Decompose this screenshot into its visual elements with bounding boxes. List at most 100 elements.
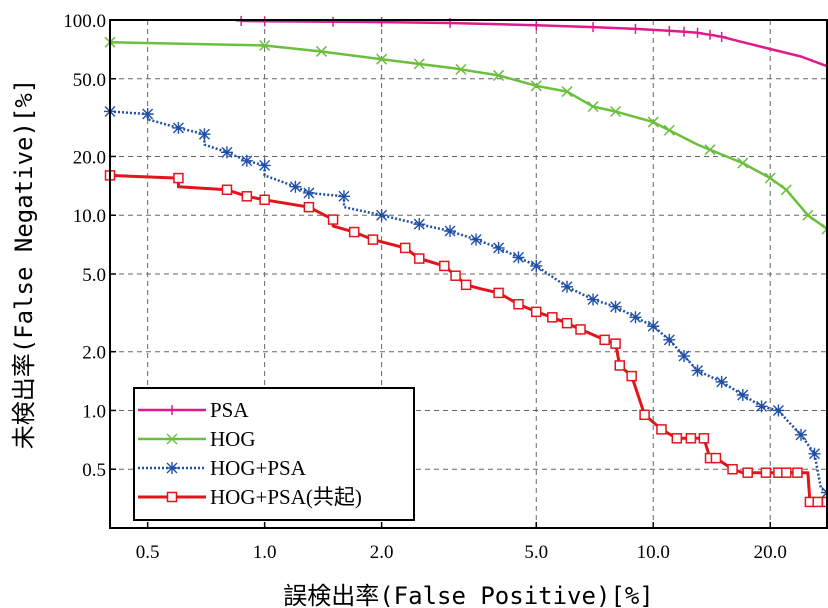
- y-tick-label: 100.0: [63, 11, 106, 32]
- series-1-point: [704, 144, 716, 156]
- series-1-point: [493, 69, 505, 81]
- series-3-point: [450, 270, 461, 281]
- series-3-point: [812, 496, 823, 508]
- series-1-point: [455, 63, 467, 75]
- series-3-point: [327, 214, 339, 225]
- legend-marker-2: [166, 462, 178, 474]
- series-3-point: [460, 279, 472, 291]
- series-2-point: [375, 209, 388, 222]
- y-tick-label: 2.0: [82, 343, 106, 364]
- x-axis-title: 誤検出率(False Positive)[%]: [283, 582, 654, 608]
- series-2-point: [808, 447, 821, 460]
- legend-label: HOG+PSA: [210, 456, 307, 480]
- legend-marker-3: [166, 491, 178, 503]
- y-tick-label: 0.5: [82, 460, 106, 481]
- legend-label: HOG+PSA(共起): [210, 485, 362, 509]
- series-2-point: [240, 154, 253, 167]
- series-2-point: [302, 186, 315, 199]
- series-1-point: [737, 157, 749, 169]
- series-3: [104, 170, 828, 508]
- series-3-point: [742, 467, 753, 478]
- series-3-point: [710, 452, 722, 464]
- series-3-point: [493, 287, 504, 299]
- x-tick-label: 0.5: [136, 542, 160, 563]
- series-layer: [104, 15, 828, 508]
- legend-label: HOG: [210, 427, 256, 451]
- series-0-point: [692, 27, 703, 38]
- series-2-point: [492, 241, 505, 254]
- series-2-point: [337, 190, 350, 203]
- series-3-point: [399, 242, 411, 254]
- series-3-point: [221, 184, 233, 196]
- series-1-point: [780, 184, 792, 196]
- x-tick-label: 5.0: [524, 542, 548, 563]
- series-1-point: [530, 80, 542, 92]
- series-2-point: [220, 146, 233, 159]
- series-3-point: [685, 433, 697, 444]
- series-3-point: [727, 463, 738, 475]
- series-3-point: [259, 194, 270, 206]
- series-3-point: [561, 317, 573, 329]
- series-2-point: [715, 375, 728, 388]
- series-2-point: [794, 428, 807, 441]
- series-0-point: [705, 29, 716, 40]
- series-3-point: [599, 334, 610, 346]
- y-tick-label: 20.0: [73, 147, 106, 168]
- series-2-point: [663, 333, 676, 346]
- series-3-point: [792, 467, 803, 478]
- series-3-point: [698, 433, 710, 444]
- series-3-point: [781, 467, 792, 478]
- series-3-point: [610, 338, 621, 349]
- series-2-point: [289, 180, 302, 193]
- series-2-point: [444, 225, 457, 238]
- y-axis-title: 未検出率(False Negative)[%]: [10, 79, 38, 450]
- series-2-point: [530, 259, 543, 272]
- series-1-point: [587, 101, 599, 113]
- series-1-point: [315, 45, 327, 57]
- legend-marker-1: [166, 433, 178, 445]
- series-0-point: [630, 23, 641, 34]
- series-3-point: [656, 424, 667, 435]
- series-3-point: [303, 201, 315, 213]
- y-tick-label: 1.0: [82, 401, 106, 422]
- x-tick-label: 1.0: [253, 542, 277, 563]
- series-2-point: [609, 300, 622, 313]
- series-2-point: [413, 218, 426, 231]
- series-0-point: [588, 22, 599, 33]
- y-tick-label: 50.0: [73, 70, 106, 91]
- series-1: [104, 36, 828, 235]
- series-0: [236, 15, 828, 68]
- series-2-point: [561, 280, 574, 293]
- series-0-point: [328, 16, 339, 27]
- series-2-point: [755, 400, 768, 413]
- series-3-point: [531, 306, 542, 318]
- series-3-point: [439, 260, 450, 272]
- series-1-point: [647, 116, 659, 128]
- series-3-point: [614, 360, 625, 371]
- series-2-point: [512, 251, 525, 264]
- series-3-point: [173, 172, 184, 184]
- legend-marker-0: [167, 405, 177, 415]
- series-1-line: [109, 40, 828, 231]
- series-3-point: [513, 298, 524, 310]
- series-2-point: [629, 311, 642, 324]
- x-tick-label: 10.0: [637, 542, 670, 563]
- series-3-point: [626, 370, 637, 382]
- series-2-point: [258, 159, 271, 172]
- series-3-point: [760, 467, 772, 478]
- series-2-point: [141, 108, 154, 120]
- series-1-point: [802, 209, 814, 221]
- series-3-point: [241, 191, 253, 202]
- series-2-point: [736, 389, 749, 402]
- series-1-point: [610, 105, 622, 117]
- series-0-point: [531, 20, 542, 31]
- series-3-point: [575, 324, 586, 335]
- series-3-point: [367, 234, 379, 245]
- series-0-point: [679, 26, 690, 37]
- series-1-point: [259, 39, 271, 52]
- legend: PSA HOG HOG+PSA HOG+PSA(共起): [133, 387, 415, 521]
- series-3-point: [671, 433, 683, 444]
- legend-label: PSA: [210, 398, 249, 422]
- y-tick-label: 10.0: [73, 206, 106, 227]
